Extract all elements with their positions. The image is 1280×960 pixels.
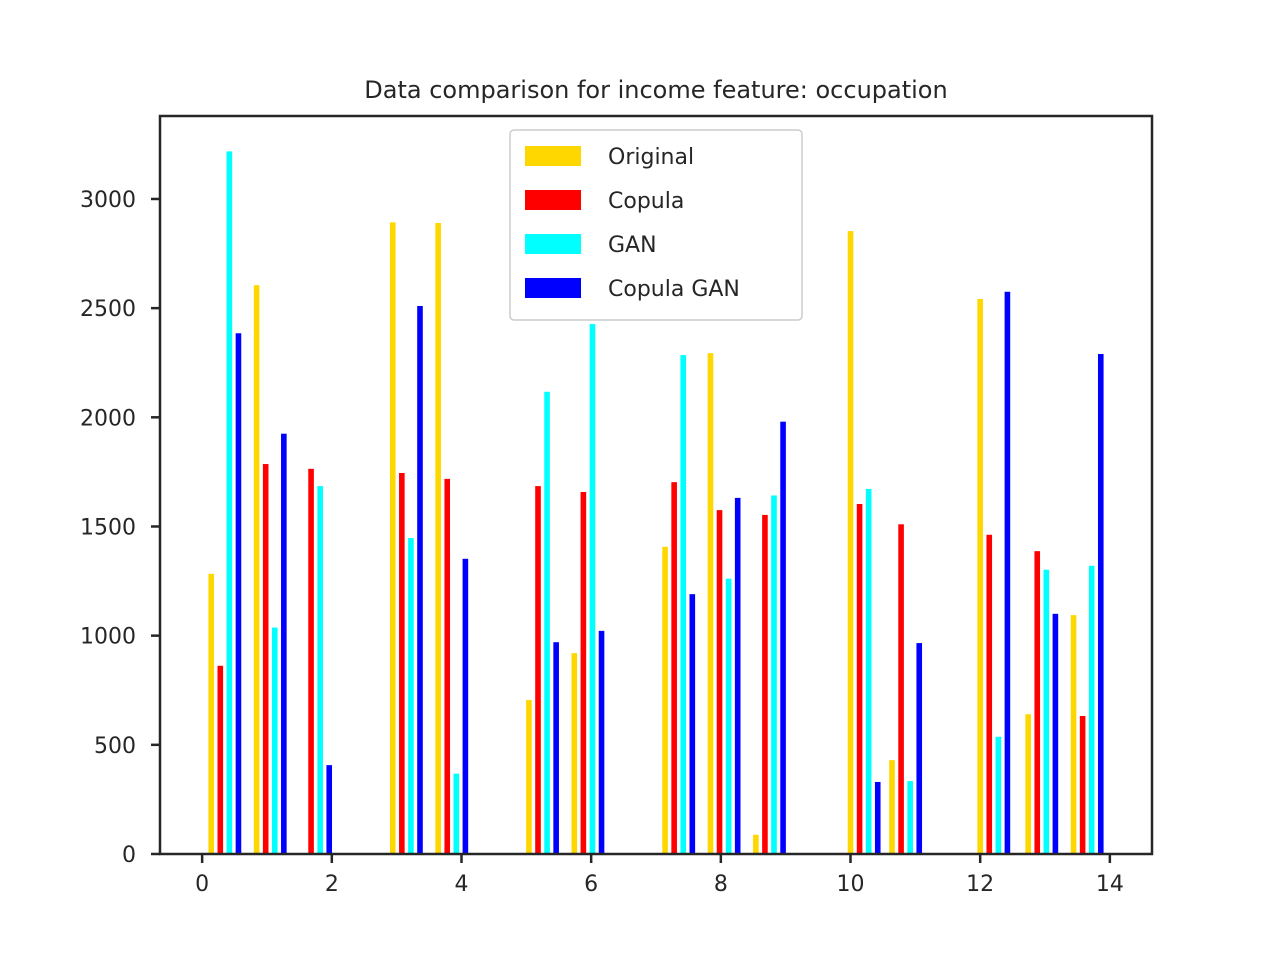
bar-original [1070, 615, 1077, 854]
bar-gan [271, 627, 278, 854]
bar-gan [317, 486, 323, 854]
bar-original [1025, 714, 1031, 854]
y-tick-label: 0 [122, 843, 136, 868]
plot-frame [158, 114, 1154, 856]
bar-gan [865, 488, 872, 854]
legend-swatch [525, 146, 581, 166]
bar-gan [995, 736, 1002, 854]
bar-gan [226, 151, 233, 854]
bar-gan [771, 495, 777, 854]
legend-label: Copula [608, 189, 684, 214]
bar-copula [1034, 551, 1041, 854]
x-axis: 0 2 4 6 8 10 12 14 [195, 854, 1124, 897]
x-tick-label: 0 [195, 872, 209, 897]
x-tick-label: 4 [454, 872, 468, 897]
bar-original [435, 222, 441, 855]
bar-gan [725, 578, 732, 854]
bar-copula-gan [417, 305, 423, 855]
bar-gan [1088, 565, 1095, 854]
x-tick-label: 10 [837, 872, 865, 897]
y-tick-label: 2000 [80, 406, 136, 431]
bar-original [253, 285, 260, 855]
bar-gan [453, 773, 460, 854]
y-tick-label: 1000 [80, 625, 136, 650]
bar-copula-gan [916, 643, 923, 854]
bar-copula [856, 504, 863, 854]
x-tick-label: 2 [325, 872, 339, 897]
bar-copula [716, 510, 723, 854]
y-tick-label: 500 [94, 734, 136, 759]
bar-copula [671, 482, 677, 854]
bar-gan [408, 538, 414, 854]
bar-copula [217, 665, 224, 854]
bar-original [707, 353, 714, 854]
bar-copula-gan [462, 558, 469, 854]
bar-copula-gan [553, 642, 559, 854]
y-tick-label: 2500 [80, 297, 136, 322]
x-tick-label: 14 [1096, 872, 1124, 897]
bar-copula-gan [734, 497, 741, 854]
bar-original [662, 546, 668, 854]
bar-original [526, 700, 532, 854]
legend-label: GAN [608, 233, 657, 258]
bar-copula [580, 491, 587, 854]
legend-swatch [525, 190, 581, 210]
bars [208, 151, 1104, 855]
x-tick-label: 6 [584, 872, 598, 897]
bar-copula-gan [1004, 291, 1011, 854]
bar-copula [308, 468, 314, 854]
legend-box [509, 129, 803, 321]
bar-copula-gan [598, 630, 605, 854]
bar-gan [680, 355, 687, 854]
bar-original [208, 573, 215, 854]
bar-copula-gan [780, 421, 786, 854]
chart-title: Data comparison for income feature: occu… [364, 76, 947, 104]
bar-original [571, 653, 578, 854]
bar-original [977, 298, 983, 855]
bar-gan [589, 324, 596, 855]
bar-copula-gan [1052, 613, 1059, 854]
bar-copula-gan [281, 433, 287, 854]
legend-label: Copula GAN [608, 277, 740, 302]
bar-copula-gan [874, 781, 881, 854]
bar-gan [1043, 569, 1050, 854]
y-tick-label: 1500 [80, 515, 136, 540]
bar-copula [399, 472, 405, 854]
legend: Original Copula GAN Copula GAN [509, 129, 803, 321]
x-tick-label: 12 [966, 872, 994, 897]
bar-original [889, 760, 895, 854]
y-tick-label: 3000 [80, 188, 136, 213]
legend-swatch [525, 278, 581, 298]
bar-copula-gan [326, 765, 333, 854]
bar-copula [898, 524, 904, 854]
x-tick-label: 8 [714, 872, 728, 897]
bar-original [753, 834, 759, 854]
bar-copula [444, 478, 451, 854]
legend-label: Original [608, 145, 694, 170]
bar-original [847, 231, 854, 854]
bar-copula-gan [689, 594, 696, 854]
bar-copula [1079, 716, 1086, 854]
bar-copula-gan [1097, 353, 1104, 854]
bar-copula [986, 534, 993, 854]
bar-gan [544, 391, 550, 854]
bar-copula-gan [235, 333, 242, 854]
bar-copula [262, 464, 269, 854]
bar-copula [535, 486, 541, 854]
bar-original [389, 222, 396, 854]
bar-gan [907, 781, 913, 854]
y-axis: 0 500 1000 1500 2000 2500 3000 [80, 188, 160, 868]
legend-swatch [525, 234, 581, 254]
bar-copula [762, 514, 768, 854]
